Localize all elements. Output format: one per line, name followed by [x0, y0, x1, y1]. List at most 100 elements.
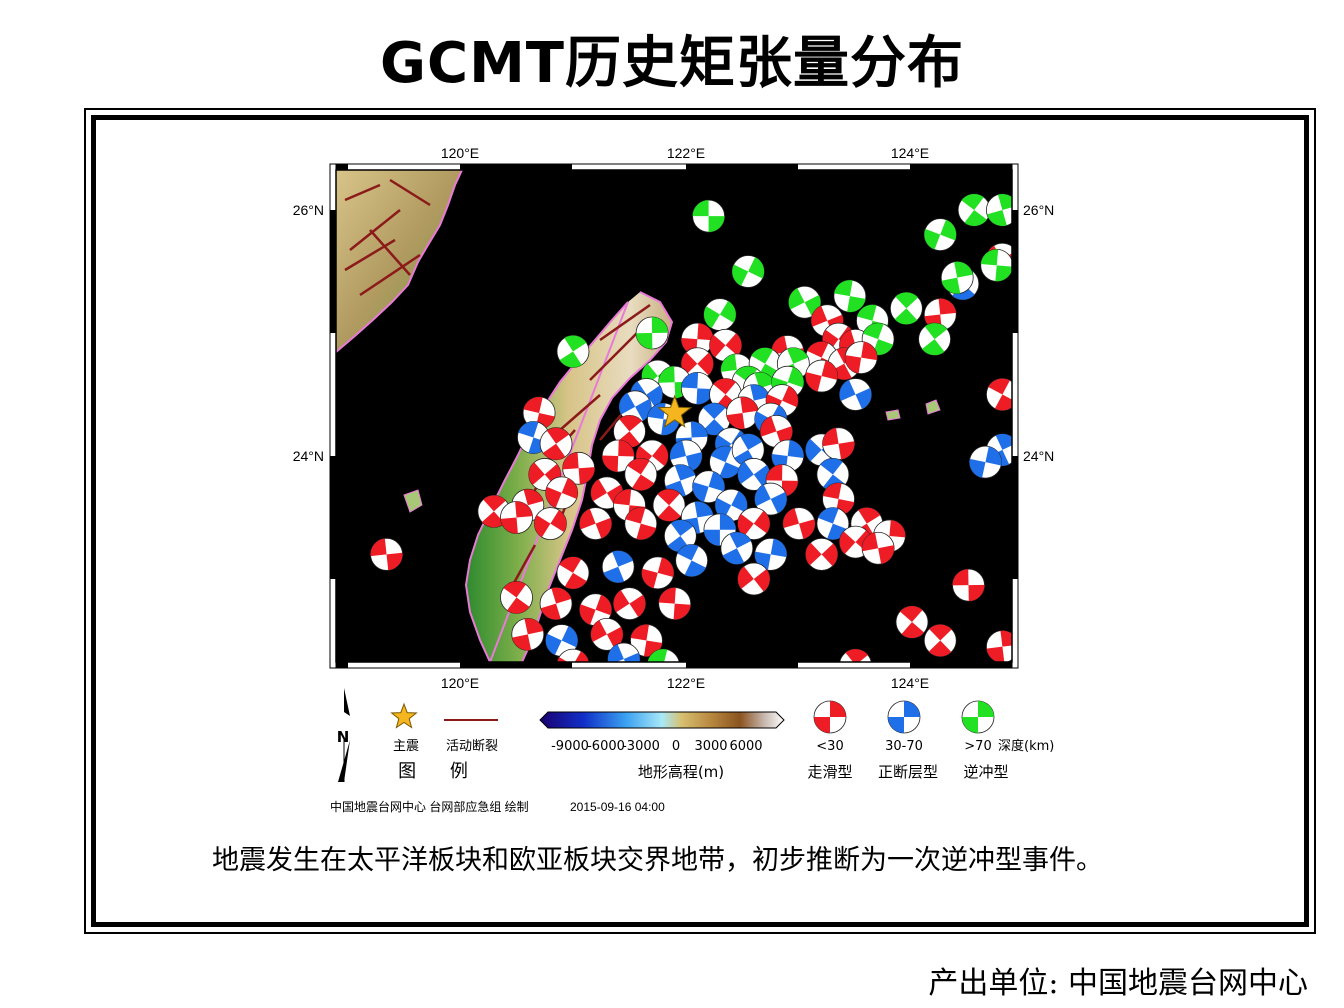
- depth-label-mid: 30-70: [885, 739, 923, 754]
- focal-mechanism-128: [506, 686, 538, 718]
- focal-mechanism-82: [754, 482, 788, 516]
- lon-tick-120-bottom: 120°E: [441, 675, 479, 691]
- cbar-tick-4: 0: [672, 739, 680, 754]
- focal-mechanism-16: [918, 322, 951, 356]
- focal-mechanism-12: [923, 298, 957, 331]
- focal-mechanism-88: [624, 507, 658, 541]
- map-area: [329, 163, 1019, 718]
- fault-label: 活动断裂: [446, 739, 498, 754]
- caption: 地震发生在太平洋板块和欧亚板块交界地带，初步推断为一次逆冲型事件。: [212, 845, 1103, 876]
- focal-mechanism-53: [760, 414, 793, 448]
- mainland-coast: [336, 170, 463, 353]
- focal-mechanism-103: [556, 556, 590, 590]
- focal-mechanism-114: [511, 617, 545, 651]
- focal-mechanism-1: [957, 193, 991, 227]
- outer-frame: [84, 108, 1316, 934]
- focal-mechanism-113: [895, 605, 929, 639]
- date-text: 2015-09-16 04:00: [570, 800, 665, 814]
- focal-mechanism-61: [771, 439, 805, 473]
- focal-mechanism-50: [613, 414, 646, 448]
- focal-mechanism-104: [601, 550, 635, 584]
- focal-mechanism-92: [782, 507, 816, 541]
- lat-ticks-right: 26°N 24°N: [1023, 202, 1054, 464]
- focal-mechanism-17: [635, 316, 669, 350]
- focal-mechanism-111: [613, 587, 646, 620]
- focal-mechanism-107: [952, 568, 985, 602]
- focal-mechanism-71: [692, 470, 725, 504]
- focal-mechanism-101: [805, 538, 838, 571]
- mechanism-legend: <30 30-70 >70 深度(km) 走滑型 正断层型 逆冲型: [807, 700, 1054, 781]
- focal-mechanism-64: [986, 378, 1012, 411]
- lon-tick-122-top: 122°E: [667, 145, 705, 161]
- mainshock-label: 主震: [393, 739, 419, 754]
- north-label: N: [337, 728, 350, 746]
- elevation-colorbar: -9000 -6000 -3000 0 3000 6000 地形高程(m): [539, 711, 785, 781]
- focal-mechanism-7: [940, 261, 974, 295]
- focal-mechanism-87: [579, 507, 612, 541]
- focal-mechanism-68: [562, 451, 596, 485]
- focal-mechanism-99: [720, 531, 754, 565]
- page-title: GCMT历史矩张量分布: [380, 31, 964, 96]
- producer: 产出单位: 中国地震台网中心: [928, 966, 1308, 1001]
- legend: N 主震 活动断裂 图 例 -9000 -6000 -3000 0 3000 6…: [337, 688, 1054, 782]
- type-label-thrust: 逆冲型: [963, 763, 1008, 781]
- focal-mechanism-21: [556, 335, 590, 368]
- focal-mechanism-115: [545, 624, 579, 657]
- thrust-icon: [961, 700, 995, 734]
- focal-mechanism-63: [822, 427, 855, 461]
- focal-mechanism-124: [546, 674, 578, 706]
- mechanism-ball-2: [961, 700, 995, 734]
- lon-tick-124-top: 124°E: [891, 145, 929, 161]
- focal-mechanism-43: [618, 390, 652, 424]
- cbar-tick-3: -3000: [622, 739, 660, 754]
- focal-mechanism-123: [839, 648, 872, 662]
- focal-mechanism-69: [624, 458, 658, 491]
- focal-mechanism-8: [731, 255, 765, 288]
- focal-mechanism-122: [647, 648, 680, 662]
- cbar-tick-6: 6000: [729, 739, 762, 754]
- strike-slip-icon: [813, 700, 847, 734]
- focal-mechanism-98: [675, 544, 709, 577]
- focal-mechanism-23: [709, 328, 742, 362]
- lon-ticks-top: 120°E 122°E 124°E: [441, 145, 929, 161]
- lat-ticks-left: 26°N 24°N: [293, 202, 324, 464]
- focal-mechanism-83: [822, 482, 855, 516]
- cbar-tick-1: -9000: [551, 739, 589, 754]
- focal-mechanism-66: [969, 445, 1002, 479]
- lat-tick-24-right: 24°N: [1023, 448, 1054, 464]
- focal-mechanism-10: [833, 279, 867, 313]
- depth-label-deep: >70: [964, 739, 991, 754]
- credit-text: 中国地震台网中心 台网部应急组 绘制: [330, 799, 529, 814]
- focal-mechanism-109: [539, 587, 573, 620]
- focal-mechanism-127: [710, 668, 742, 700]
- focal-mechanism-58: [669, 439, 703, 473]
- lat-tick-26-right: 26°N: [1023, 202, 1054, 218]
- mainshock-star-icon: [657, 394, 693, 428]
- focal-mechanism-5: [980, 248, 1012, 282]
- focal-mechanism-46: [726, 396, 759, 430]
- type-label-normal: 正断层型: [878, 763, 938, 781]
- depth-label-shallow: <30: [816, 739, 843, 754]
- focal-mechanism-116: [590, 617, 624, 651]
- focal-mechanism-97: [861, 531, 895, 565]
- cbar-tick-5: 3000: [694, 739, 727, 754]
- focal-mechanism-120: [556, 648, 590, 662]
- focal-mechanism-85: [500, 501, 533, 534]
- focal-mechanism-106: [737, 562, 771, 596]
- focal-mechanisms: [370, 193, 1012, 718]
- focal-mechanism-13: [703, 298, 737, 331]
- lon-tick-124-bottom: 124°E: [891, 675, 929, 691]
- normal-fault-icon: [887, 700, 921, 734]
- focal-mechanism-100: [754, 538, 788, 571]
- focal-mechanism-56: [601, 439, 635, 473]
- focal-mechanism-105: [641, 556, 675, 590]
- focal-mechanism-79: [652, 488, 686, 522]
- mechanism-ball-1: [887, 700, 921, 734]
- lon-tick-122-bottom: 122°E: [667, 675, 705, 691]
- colorbar-label: 地形高程(m): [638, 763, 724, 781]
- mainshock-legend-icon: [390, 702, 418, 729]
- focal-mechanism-86: [534, 507, 567, 541]
- inner-frame: [91, 115, 1309, 927]
- focal-mechanism-119: [986, 630, 1012, 662]
- focal-mechanism-110: [579, 593, 612, 627]
